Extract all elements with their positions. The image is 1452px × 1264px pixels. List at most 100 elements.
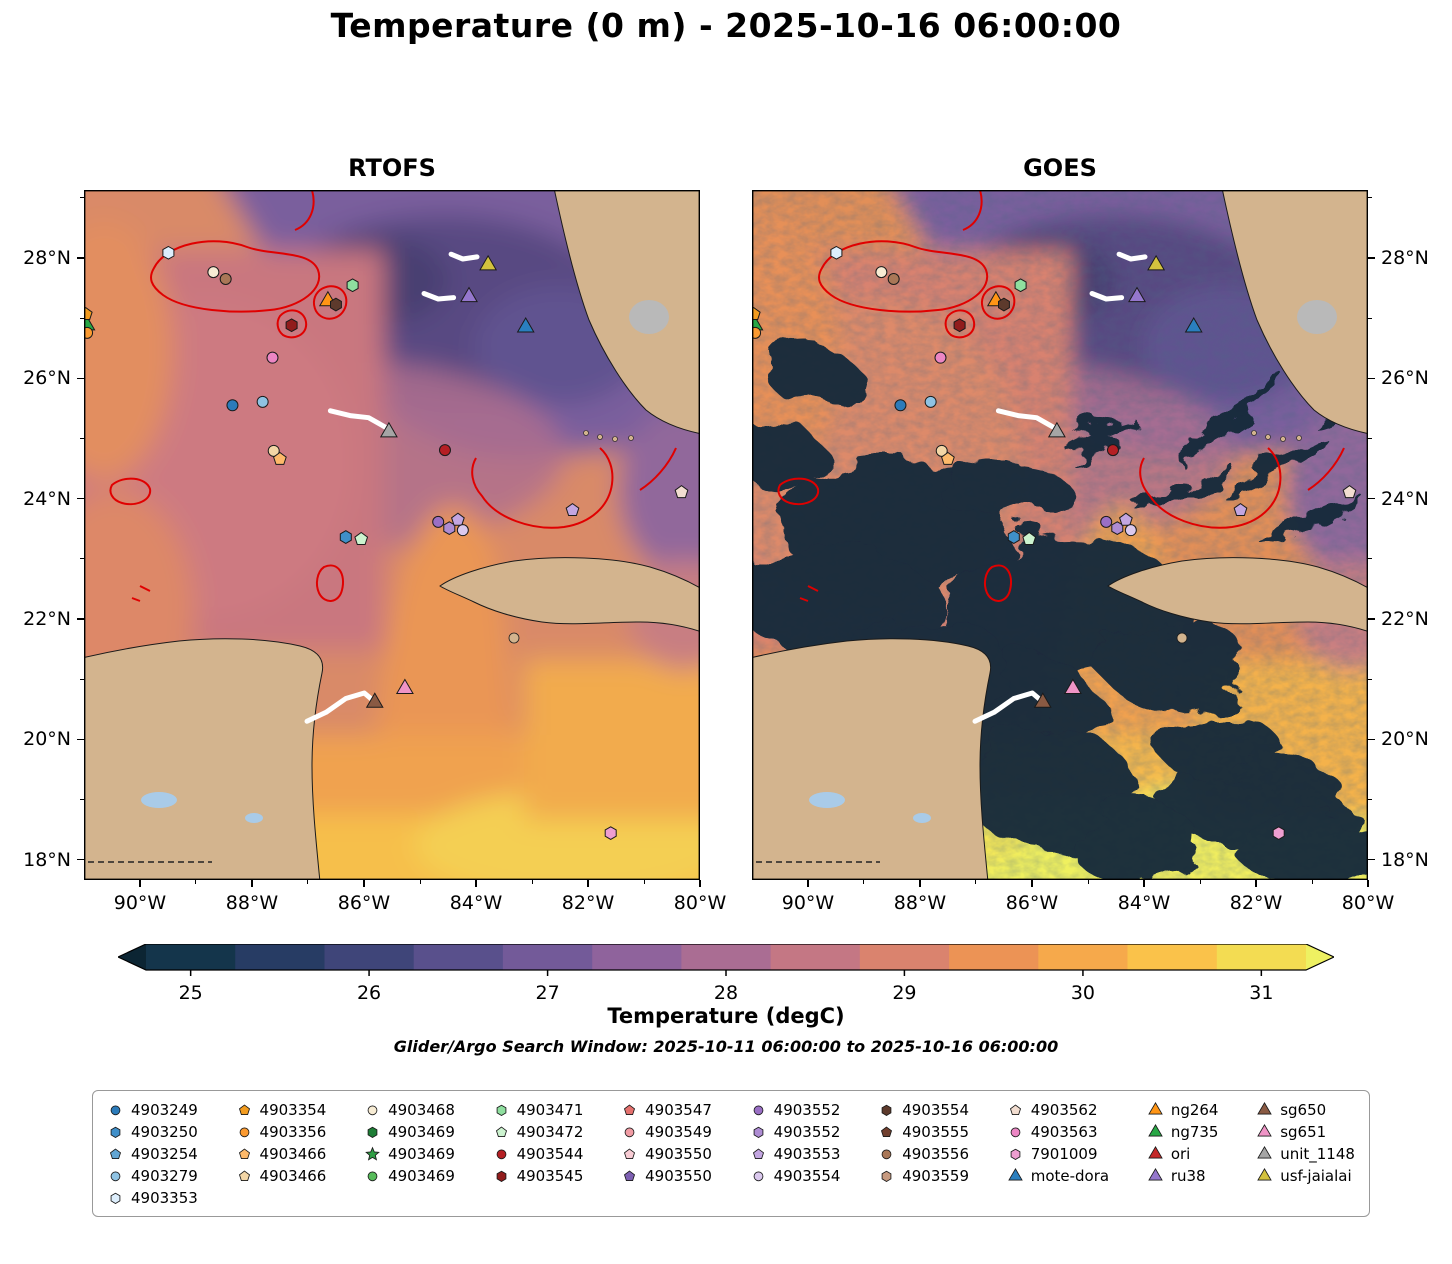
legend-label: 4903471 [516,1100,584,1119]
marker-4903353 [830,245,843,260]
lat-tick-label: 28°N [1381,246,1429,269]
legend-column: 4903471 4903472 4903544 4903545 [493,1099,584,1186]
lon-tick-label: 84°W [1117,892,1171,914]
tick [80,317,84,319]
legend-item: 4903279 [107,1165,198,1186]
goes-panel-title: GOES [1023,154,1097,182]
legend-item: 4903559 [878,1165,969,1186]
tick [1255,880,1257,887]
legend-item: 4903544 [493,1143,583,1164]
marker-4903466 [238,1148,250,1160]
marker-mote-dora [516,317,535,333]
marker-7901009 [1010,1148,1021,1160]
marker-4903544 [496,1149,506,1160]
marker-4903550 [624,1148,636,1160]
marker-4903356 [752,326,762,339]
lat-tick-label: 20°N [1381,728,1429,751]
legend-column: 4903354 4903356 4903466 4903466 [236,1099,326,1186]
marker-4903552 [753,1126,764,1138]
goes-map-panel: 90°W 88°W 86°W 84°W 82°W 80°W 28°N 26°N 24°N 22°N… [752,190,1429,914]
marker-4903466 [238,1170,250,1182]
tick [1311,880,1313,884]
tick [1368,257,1375,259]
lat-tick-label: 24°N [1381,487,1429,510]
marker-4903553 [1233,502,1248,516]
colorbar-tick-label: 28 [713,982,739,1004]
marker-4903354 [752,306,761,320]
legend-item: 4903471 [493,1099,584,1120]
lon-tick-label: 82°W [561,892,615,914]
legend-label: sg651 [1280,1122,1327,1141]
tick [975,880,977,884]
legend: 4903249 4903250 4903254 4903279 4903353 49033… [92,1090,1370,1217]
marker-4903554 [881,1104,892,1116]
glider-track-3 [327,408,389,430]
land [84,190,700,880]
legend-item: 4903554 [750,1165,840,1186]
rtofs-map [84,190,700,880]
marker-7901009 [1272,826,1285,840]
tick [1199,880,1201,884]
marker-4903556 [219,273,232,286]
legend-label: 4903250 [131,1122,198,1141]
marker-4903552 [1100,515,1113,528]
lon-tick-label: 82°W [1229,892,1283,914]
triangle-marker-icon [1148,1168,1163,1181]
star-marker-icon [365,1146,380,1161]
triangle-marker-icon [1257,1124,1272,1137]
lat-tick-label: 18°N [23,848,71,871]
marker-4903554 [330,297,342,312]
tick [195,880,197,884]
pentagon-marker-icon [238,1148,250,1160]
marker-4903545 [285,318,298,333]
hexagon-marker-icon [110,1192,121,1204]
legend-label: 4903469 [388,1144,455,1163]
tick [531,880,533,884]
circle-marker-icon [624,1127,635,1138]
gray-patch [629,300,669,334]
tick [1368,197,1372,199]
tick [1367,880,1369,887]
legend-label: ru38 [1170,1166,1206,1185]
marker-4903545 [953,318,966,333]
legend-label: 4903249 [131,1100,198,1119]
marker-mote-dora [1184,317,1203,333]
marker-4903471 [496,1104,506,1116]
legend-label: ori [1170,1144,1191,1163]
legend-item: 4903549 [621,1121,712,1142]
marker-4903553 [1119,512,1133,526]
colorbar-tick-label: 30 [1070,982,1096,1004]
circle-marker-icon [239,1127,249,1138]
legend-item: usf-jaialai [1256,1165,1355,1186]
marker-4903471 [346,278,359,293]
goes-map [752,190,1368,880]
legend-item: 7901009 [1007,1143,1109,1164]
hexagon-marker-icon [753,1126,764,1138]
marker-4903250 [339,530,352,544]
legend-item: 4903469 [364,1165,455,1186]
lat-tick-label: 22°N [1381,607,1429,630]
tick [77,497,84,500]
marker-4903249 [110,1105,121,1116]
colorbar-label: Temperature (degC) [607,1004,845,1028]
tick [307,880,309,884]
tick [1087,880,1089,884]
triangle-marker-icon [1257,1168,1272,1181]
legend-item: 4903554 [878,1099,969,1120]
tick [363,880,365,887]
marker-4903556 [881,1149,892,1160]
colorbar-svg [116,943,1336,976]
legend-item: 4903250 [107,1121,198,1142]
lon-tick-label: 90°W [781,892,835,914]
colorbar-tick-label: 26 [356,982,382,1004]
marker-4903356 [239,1127,249,1138]
tick [699,880,701,887]
legend-item: 4903353 [107,1187,198,1208]
legend-label: 4903555 [902,1122,969,1141]
tick [807,880,809,887]
marker-4903466 [935,444,948,457]
marker-4903549 [624,1127,635,1138]
legend-item: 4903550 [621,1143,712,1164]
legend-item: 4903547 [621,1099,712,1120]
legend-item: 4903249 [107,1099,198,1120]
